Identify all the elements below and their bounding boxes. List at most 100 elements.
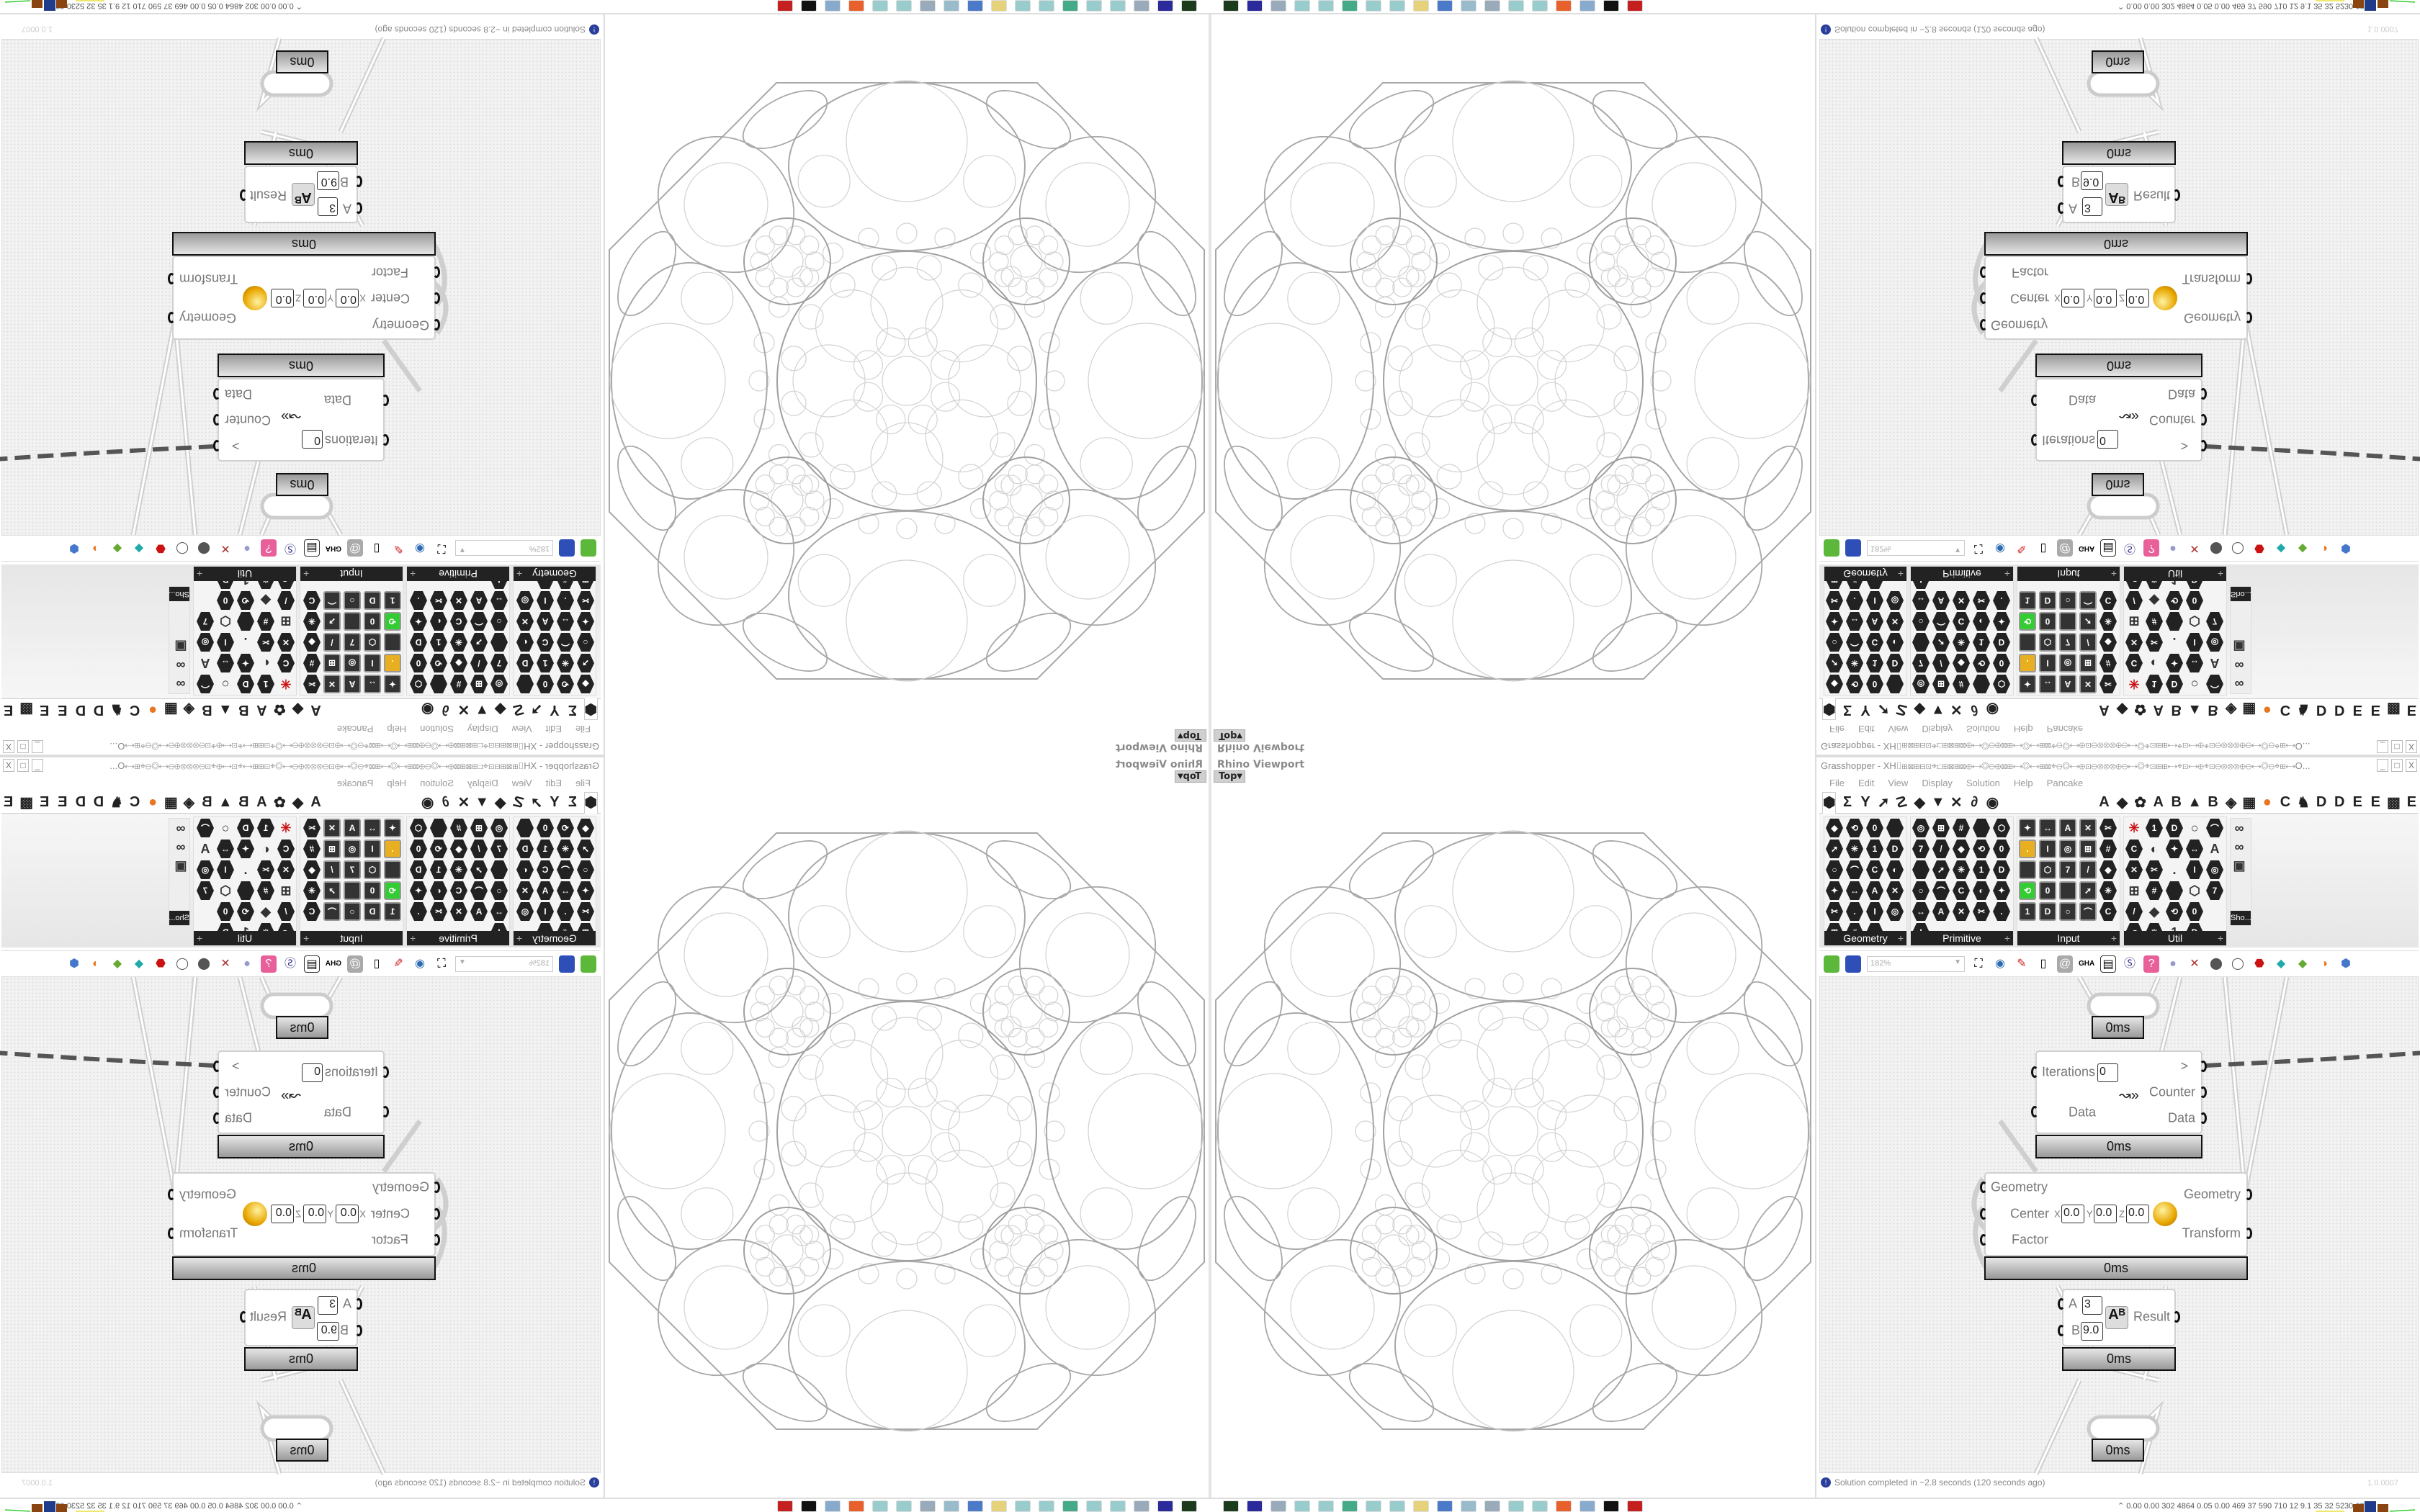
- center-z-value[interactable]: 0.0: [2126, 289, 2149, 307]
- component-icon[interactable]: ✳: [1846, 654, 1863, 672]
- taskbar-monitor-icon[interactable]: [1342, 0, 1358, 12]
- taskbar-notepad-icon[interactable]: [1134, 0, 1150, 12]
- component-icon[interactable]: #: [2146, 881, 2163, 900]
- input-grip[interactable]: [355, 1325, 362, 1336]
- taskbar-notepad-icon[interactable]: [825, 0, 841, 12]
- sets-tab-icon[interactable]: Y: [550, 794, 560, 810]
- component-icon[interactable]: ⊞: [323, 654, 341, 672]
- component-icon[interactable]: ✂: [1973, 902, 1990, 921]
- taskbar-notepad-icon[interactable]: [1318, 1500, 1334, 1512]
- gear-tab-icon[interactable]: ✿: [274, 701, 286, 717]
- component-icon[interactable]: ✦: [2166, 840, 2183, 858]
- component-icon[interactable]: ◆: [1953, 840, 1970, 858]
- taskbar-red-app-icon[interactable]: [1627, 1500, 1643, 1512]
- component-icon[interactable]: [1912, 860, 1930, 879]
- component-icon[interactable]: ✳: [1953, 860, 1970, 879]
- component-icon[interactable]: ○: [2190, 677, 2199, 692]
- component-icon[interactable]: ✦: [384, 675, 401, 693]
- menu-edit[interactable]: Edit: [1857, 778, 1875, 788]
- plugin-a2-tab-icon[interactable]: A: [2153, 794, 2164, 810]
- intersect-tab-icon[interactable]: ✕: [457, 795, 470, 811]
- component-icon[interactable]: ✂: [2099, 675, 2117, 693]
- save-file-icon[interactable]: [559, 539, 575, 557]
- center-y-value[interactable]: 0.0: [303, 289, 326, 307]
- preview-eye-icon[interactable]: ◉: [415, 542, 425, 555]
- component-icon[interactable]: .: [2172, 862, 2177, 877]
- input-grip[interactable]: [2058, 202, 2065, 214]
- plugin-b-tab-icon[interactable]: B: [2171, 794, 2182, 810]
- component-icon[interactable]: D: [2039, 902, 2056, 921]
- email-icon[interactable]: @: [347, 539, 363, 557]
- taskbar-monitor-icon[interactable]: [1062, 0, 1078, 12]
- component-icon[interactable]: I: [1866, 902, 1883, 921]
- taskbar-notepad-icon[interactable]: [1484, 1500, 1500, 1512]
- component-icon[interactable]: ⌒: [2206, 819, 2223, 837]
- component-icon[interactable]: 1: [430, 633, 447, 652]
- component-icon[interactable]: I: [2039, 840, 2056, 858]
- component-icon[interactable]: [2019, 860, 2036, 879]
- component-icon[interactable]: I: [364, 654, 381, 672]
- component-icon[interactable]: ○: [490, 612, 508, 631]
- loop-component[interactable]: Iterations 0 Data > Counter Data ↝»: [2031, 378, 2207, 462]
- presentation-icon[interactable]: ▣: [174, 858, 187, 873]
- display-tab-icon[interactable]: ◉: [421, 795, 434, 811]
- component-icon[interactable]: ◎: [2059, 654, 2076, 672]
- input-grip[interactable]: [2058, 1298, 2065, 1310]
- component-icon[interactable]: D: [410, 860, 427, 879]
- component-icon[interactable]: .: [410, 902, 427, 921]
- component-icon[interactable]: ✂: [2099, 819, 2117, 837]
- component-icon[interactable]: 1: [257, 819, 274, 837]
- curve-tab-icon[interactable]: ☡: [511, 701, 525, 717]
- plugin-e2-tab-icon[interactable]: E: [2370, 702, 2380, 718]
- component-icon[interactable]: ➚: [2079, 612, 2097, 631]
- component-icon[interactable]: [237, 612, 254, 631]
- taskbar-notepad-icon[interactable]: [1484, 0, 1500, 12]
- component-icon[interactable]: #: [1953, 675, 1970, 693]
- taskbar-notepad-icon[interactable]: [896, 0, 912, 12]
- plugin-a2-tab-icon[interactable]: A: [2153, 702, 2164, 718]
- preview-wire-icon[interactable]: ◯: [176, 957, 189, 970]
- params-tab-icon[interactable]: ⬢: [583, 791, 598, 814]
- panel-show[interactable]: ∞ ∞ ▣ Sho...: [2230, 586, 2251, 694]
- component-icon[interactable]: ◎: [516, 591, 534, 610]
- component-icon[interactable]: A: [200, 656, 210, 671]
- gem-icon[interactable]: ⬢: [2341, 542, 2351, 555]
- component-icon[interactable]: ⟲: [2019, 612, 2036, 631]
- component-icon[interactable]: ✕: [2079, 819, 2097, 837]
- transform-tab-icon[interactable]: ∂: [442, 702, 449, 718]
- input-grip[interactable]: [1980, 266, 1987, 278]
- component-icon[interactable]: ⟲: [557, 675, 574, 693]
- display-tab-icon[interactable]: ◉: [1986, 701, 1999, 717]
- mesh-tab-icon[interactable]: ▼: [1930, 794, 1945, 810]
- taskbar-red-app-icon[interactable]: [777, 0, 793, 12]
- maths-tab-icon[interactable]: Σ: [1843, 702, 1852, 718]
- component-icon[interactable]: ⌒: [557, 633, 574, 652]
- component-icon[interactable]: ⬡: [220, 883, 231, 898]
- plugin-a2-tab-icon[interactable]: A: [256, 702, 267, 718]
- taskbar-notepad-icon[interactable]: [1579, 1500, 1595, 1512]
- package-icon[interactable]: ?: [2143, 539, 2159, 557]
- component-icon[interactable]: 0: [1993, 654, 2010, 672]
- component-icon[interactable]: C: [2125, 654, 2143, 672]
- component-icon[interactable]: ○: [221, 677, 230, 692]
- component-icon[interactable]: [384, 633, 401, 652]
- menu-help[interactable]: Help: [2013, 724, 2033, 734]
- component-icon[interactable]: #: [257, 612, 274, 631]
- component-icon[interactable]: /: [2125, 591, 2143, 610]
- component-icon[interactable]: I: [2186, 633, 2203, 652]
- scale-component[interactable]: Geometry Center X 0.0 Y 0.0 Z 0.0 Factor…: [1980, 1172, 2252, 1256]
- component-icon[interactable]: ✦: [410, 881, 427, 900]
- component-icon[interactable]: ↔: [364, 819, 381, 837]
- loop-component[interactable]: Iterations 0 Data > Counter Data ↝»: [213, 1050, 389, 1134]
- preview-shaded-icon[interactable]: ⬤: [197, 957, 210, 970]
- mesh-tab-icon[interactable]: ▼: [1930, 702, 1945, 718]
- preview-shaded-icon[interactable]: ⬤: [2210, 542, 2223, 555]
- component-icon[interactable]: ◎: [516, 902, 534, 921]
- component-icon[interactable]: D: [1993, 633, 2010, 652]
- menu-solution[interactable]: Solution: [420, 778, 454, 788]
- output-grip[interactable]: [213, 414, 220, 426]
- taskbar-inkscape-icon[interactable]: [1603, 0, 1619, 12]
- output-grip[interactable]: [168, 273, 175, 284]
- output-grip[interactable]: [2173, 189, 2180, 201]
- output-grip[interactable]: [2245, 312, 2252, 323]
